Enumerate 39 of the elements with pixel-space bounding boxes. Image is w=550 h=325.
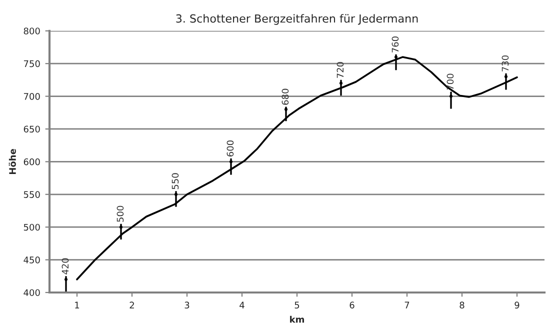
x-tick-label: 1 (75, 302, 80, 308)
data-label: 600 (226, 140, 234, 156)
point (174, 192, 178, 196)
x-tick-label: 5 (294, 302, 300, 309)
x-tick-label: 7 (404, 302, 410, 308)
data-label: 730 (502, 55, 509, 72)
x-tick-label: 8 (460, 302, 464, 309)
point (229, 160, 233, 164)
x-tick-label: 9 (514, 302, 520, 309)
y-tick-label: 700 (24, 93, 40, 100)
point (119, 226, 123, 229)
y-tick-label: 800 (24, 28, 40, 34)
line-series (76, 56, 518, 280)
point (449, 94, 453, 98)
x-tick-label: 6 (350, 302, 354, 309)
data-label: 700 (446, 74, 454, 90)
x-tick-label: 3 (184, 302, 190, 309)
x-axis-title: km (290, 316, 304, 323)
y-axis-title: Höhe (8, 148, 16, 174)
x-tick-label: 4 (240, 302, 244, 308)
y-tick-label: 550 (24, 191, 40, 198)
point (64, 278, 68, 281)
y-tick-label: 600 (24, 158, 40, 166)
y-tick-label: 650 (24, 126, 40, 133)
y-tick-label: 400 (24, 289, 40, 296)
y-tick-label: 450 (24, 256, 40, 264)
data-label: 680 (282, 88, 289, 105)
point (284, 108, 288, 111)
point (504, 75, 508, 78)
data-label: 550 (172, 173, 179, 190)
data-label: 720 (336, 62, 344, 78)
data-label: 760 (392, 36, 399, 52)
y-tick-label: 750 (24, 60, 40, 68)
chart-title: 3. Schottener Bergzeitfahren für Jedermann (176, 14, 418, 25)
data-label: 420 (62, 258, 69, 274)
point (339, 82, 343, 85)
y-tick-label: 500 (24, 224, 40, 231)
x-tick-label: 2 (130, 302, 134, 308)
data-label: 500 (116, 206, 124, 222)
